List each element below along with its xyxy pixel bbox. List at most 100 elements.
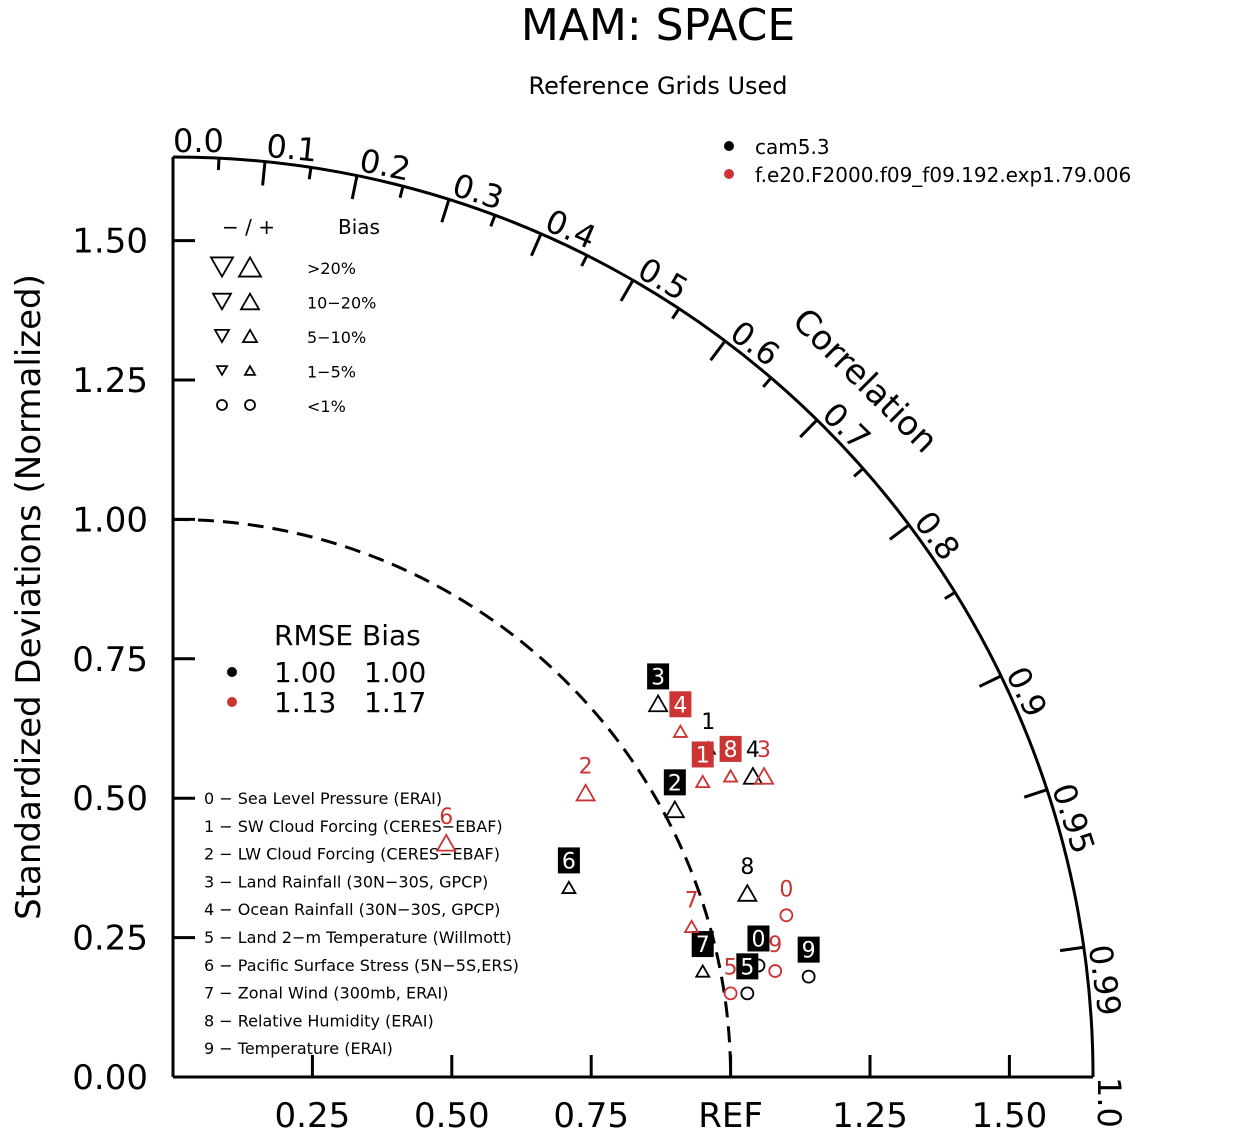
data-point: 8 bbox=[719, 735, 742, 783]
data-point: 2 bbox=[575, 755, 597, 802]
data-point-label: 7 bbox=[685, 888, 699, 913]
data-point-label: 3 bbox=[757, 738, 771, 763]
data-point: 6 bbox=[557, 847, 580, 894]
bias-legend-up-triangle bbox=[239, 291, 261, 311]
data-point-marker bbox=[740, 986, 755, 1001]
data-point-marker bbox=[560, 879, 577, 894]
rmse-table-value: 1.00 bbox=[274, 656, 336, 689]
data-point-label-box bbox=[736, 953, 759, 980]
data-point: 5 bbox=[736, 953, 759, 1001]
correlation-tick-mark bbox=[261, 161, 267, 186]
correlation-tick-mark bbox=[350, 175, 359, 200]
correlation-tick-mark bbox=[307, 167, 313, 180]
correlation-arc bbox=[172, 155, 1095, 1078]
data-point-marker bbox=[723, 986, 738, 1001]
variable-list-item: 4 − Ocean Rainfall (30N−30S, GPCP) bbox=[204, 900, 500, 919]
reference-arc bbox=[172, 517, 733, 1078]
data-point-marker bbox=[742, 766, 764, 785]
correlation-tick-mark bbox=[216, 158, 221, 171]
data-point-label: 5 bbox=[740, 955, 754, 980]
variable-list-item: 0 − Sea Level Pressure (ERAI) bbox=[204, 789, 442, 808]
data-point-label-box bbox=[691, 741, 714, 768]
data-point-label: 6 bbox=[439, 805, 453, 830]
chart-subtitle: Reference Grids Used bbox=[528, 72, 787, 100]
axes-group: 0.000.250.500.751.001.251.500.25 0.50 0.75… bbox=[72, 155, 1095, 1136]
model-legend-dot bbox=[724, 141, 734, 151]
data-point-label: 9 bbox=[768, 933, 782, 958]
correlation-tick-label: 0.4 bbox=[540, 202, 602, 257]
data-point: 6 bbox=[435, 805, 457, 852]
data-point-marker bbox=[722, 768, 739, 783]
data-point-label: 3 bbox=[651, 665, 665, 690]
data-point-marker bbox=[779, 908, 794, 923]
model-legend-label: f.e20.F2000.f09_f09.192.exp1.79.006 bbox=[755, 163, 1131, 187]
bias-legend-circle bbox=[244, 399, 256, 411]
data-point: 8 bbox=[736, 855, 758, 902]
x-tick-label: 0.50 bbox=[414, 1096, 490, 1135]
correlation-tick-label: 0.8 bbox=[907, 504, 968, 568]
data-point-label: 9 bbox=[802, 939, 816, 964]
data-point: 9 bbox=[768, 933, 783, 978]
bias-legend-label: 1−5% bbox=[307, 363, 356, 382]
variable-list-item: 7 − Zonal Wind (300mb, ERAI) bbox=[204, 984, 448, 1003]
data-point: 3 bbox=[753, 738, 775, 785]
data-point-label: 4 bbox=[746, 738, 760, 763]
variable-list-item: 6 − Pacific Surface Stress (5N−5S,ERS) bbox=[204, 956, 519, 975]
data-point-label-box bbox=[557, 847, 580, 874]
data-point-marker bbox=[768, 964, 783, 978]
data-point: 1 bbox=[691, 741, 714, 789]
correlation-tick-label: 0.3 bbox=[448, 166, 508, 218]
y-tick-label: 0.25 bbox=[72, 919, 148, 959]
correlation-tick-label: 0.9 bbox=[998, 661, 1054, 723]
bias-table-value: 1.17 bbox=[364, 686, 426, 719]
correlation-tick-mark bbox=[799, 418, 819, 439]
variable-list-item: 3 − Land Rainfall (30N−30S, GPCP) bbox=[204, 872, 488, 891]
x-tick-label: 0.75 bbox=[553, 1096, 629, 1135]
y-tick-label: 1.50 bbox=[72, 222, 148, 262]
correlation-tick-mark bbox=[762, 376, 773, 388]
correlation-tick-mark bbox=[489, 214, 497, 227]
data-point-marker bbox=[647, 693, 669, 713]
data-point-marker bbox=[575, 782, 597, 802]
data-point-label: 7 bbox=[696, 933, 710, 958]
data-point-label: 2 bbox=[668, 771, 682, 796]
variable-list-item: 2 − LW Cloud Forcing (CERES−EBAF) bbox=[204, 845, 500, 864]
rmse-table-dot bbox=[227, 667, 237, 677]
model-legend: cam5.3 f.e20.F2000.f09_f09.192.exp1.79.00… bbox=[724, 135, 1131, 187]
data-point-label-box bbox=[747, 925, 770, 952]
correlation-tick-label: 0.5 bbox=[632, 250, 695, 308]
model-legend-label: cam5.3 bbox=[755, 135, 830, 159]
data-point-label: 8 bbox=[724, 738, 738, 763]
data-point: 3 bbox=[647, 663, 670, 713]
y-tick-label: 0.00 bbox=[72, 1058, 148, 1098]
data-point-label: 2 bbox=[579, 755, 593, 780]
data-point-label: 0 bbox=[779, 877, 793, 902]
correlation-tick-mark bbox=[671, 307, 681, 320]
bias-legend-up-triangle bbox=[237, 255, 263, 278]
correlation-tick-mark bbox=[978, 674, 1002, 688]
data-point: 0 bbox=[747, 925, 770, 973]
correlation-tick-mark bbox=[398, 185, 405, 199]
bias-legend-down-triangle bbox=[215, 365, 229, 377]
data-point-marker bbox=[435, 833, 457, 852]
rmse-table-value: 1.13 bbox=[274, 686, 336, 719]
data-point-marker bbox=[664, 799, 686, 819]
data-point-label-box bbox=[663, 769, 686, 796]
data-point: 4 bbox=[742, 738, 764, 785]
correlation-tick-label: 1.0 bbox=[1090, 1077, 1128, 1128]
correlation-tick-mark bbox=[709, 340, 727, 362]
correlation-tick-label: 0.1 bbox=[265, 127, 319, 170]
bias-legend-sign: − / + bbox=[222, 215, 275, 239]
data-point-marker bbox=[801, 969, 816, 984]
correlation-tick-mark bbox=[1023, 788, 1048, 799]
chart-title: MAM: SPACE bbox=[521, 0, 795, 51]
data-point-label-box bbox=[691, 931, 714, 958]
bias-legend-header: Bias bbox=[338, 215, 380, 239]
data-point-label: 1 bbox=[696, 743, 710, 768]
variable-list-item: 8 − Relative Humidity (ERAI) bbox=[204, 1011, 434, 1030]
data-point-marker bbox=[683, 918, 700, 934]
